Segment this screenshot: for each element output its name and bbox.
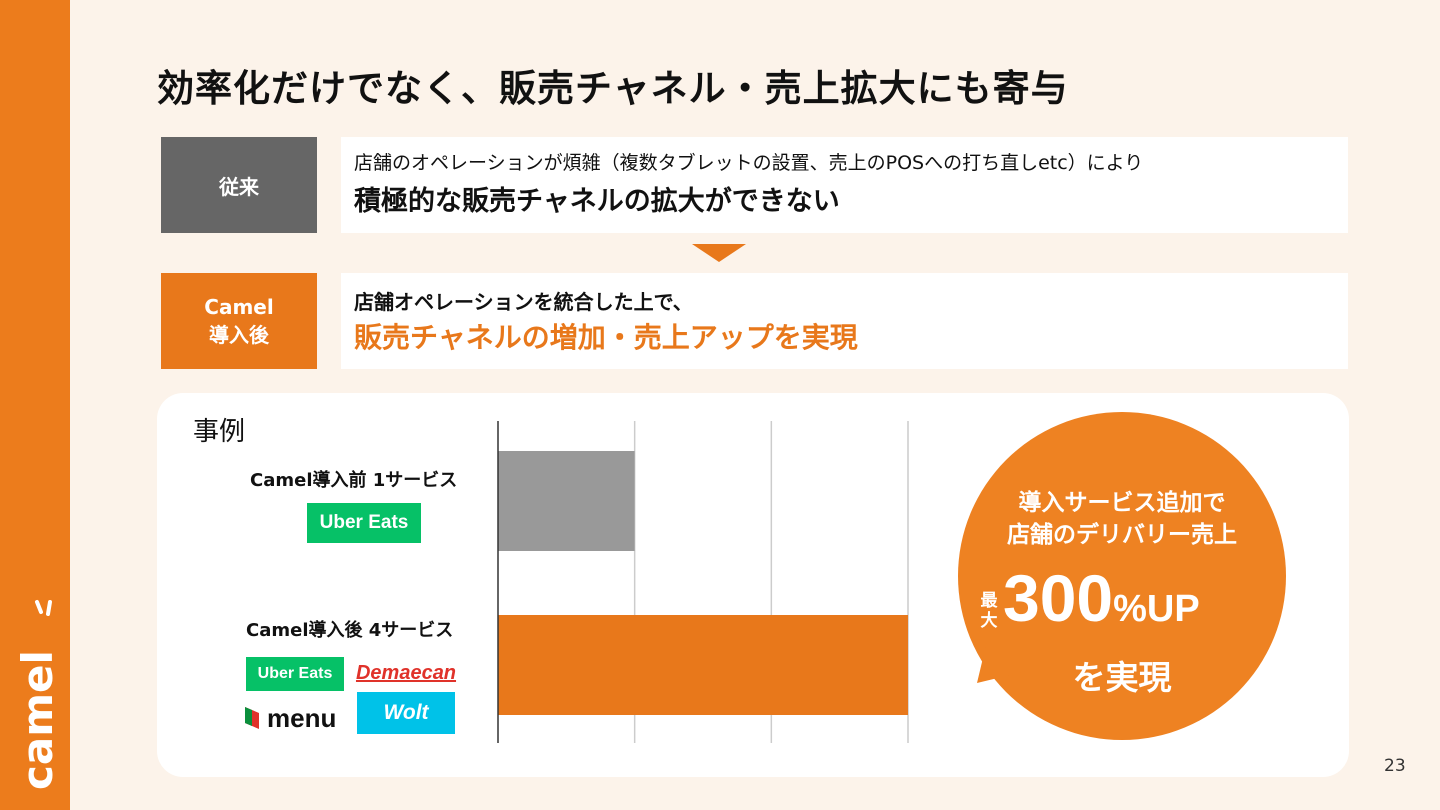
case-card: 事例 Camel導入前 1サービス Uber Eats Camel導入後 4サー… bbox=[157, 393, 1349, 777]
label-after: Camel 導入後 bbox=[161, 273, 317, 369]
demaecan-logo: Demaecan bbox=[355, 659, 457, 687]
callout-text: 導入サービス追加で 店舗のデリバリー売上 最大 300%UP を実現 bbox=[957, 411, 1287, 741]
page-number: 23 bbox=[1384, 756, 1406, 776]
before-headline: 積極的な販売チャネルの拡大ができない bbox=[354, 186, 840, 217]
wolt-text: Wolt bbox=[383, 701, 429, 724]
down-arrow-icon bbox=[692, 244, 746, 262]
callout-line2: 店舗のデリバリー売上 bbox=[1007, 522, 1237, 548]
label-after-line2: 導入後 bbox=[209, 323, 269, 347]
before-text-box: 店舗のオペレーションが煩雑（複数タブレットの設置、売上のPOSへの打ち直しetc… bbox=[341, 137, 1348, 233]
demaecan-text: Demaecan bbox=[355, 661, 457, 684]
menu-flag-icon bbox=[245, 707, 259, 729]
menu-text: menu bbox=[267, 702, 337, 733]
uber-eats-logo: Uber Eats bbox=[307, 503, 421, 543]
callout-bubble bbox=[958, 412, 1286, 740]
uber-eats-text: Uber Eats bbox=[319, 512, 409, 533]
chart-bar-2 bbox=[498, 615, 908, 715]
after-services-label: Camel導入後 4サービス bbox=[246, 620, 454, 641]
chart-bar-1 bbox=[498, 451, 635, 551]
after-description: 店舗オペレーションを統合した上で、 bbox=[354, 290, 693, 314]
callout-prefix: 最大 bbox=[980, 591, 998, 631]
svg-text:camel: camel bbox=[13, 650, 62, 790]
services-bar-chart bbox=[497, 421, 909, 743]
callout-line1: 導入サービス追加で bbox=[1018, 490, 1226, 516]
wolt-logo: Wolt bbox=[357, 692, 455, 734]
callout-percent: 300%UP bbox=[1003, 563, 1200, 644]
sidebar-accent: camel bbox=[0, 0, 70, 810]
page-title: 効率化だけでなく、販売チャネル・売上拡大にも寄与 bbox=[157, 67, 1069, 110]
label-before-text: 従来 bbox=[219, 174, 259, 199]
after-headline: 販売チャネルの増加・売上アップを実現 bbox=[354, 321, 858, 354]
menu-logo: menu bbox=[243, 701, 347, 735]
camel-logo: camel bbox=[13, 600, 62, 790]
callout-number: 300 bbox=[1003, 561, 1114, 635]
uber-eats-logo-after: Uber Eats bbox=[246, 657, 344, 691]
label-before: 従来 bbox=[161, 137, 317, 233]
after-text-box: 店舗オペレーションを統合した上で、 販売チャネルの増加・売上アップを実現 bbox=[341, 273, 1348, 369]
callout-line1-group: 導入サービス追加で 店舗のデリバリー売上 bbox=[957, 487, 1287, 551]
callout-line3: を実現 bbox=[1072, 658, 1172, 697]
callout-suffix: %UP bbox=[1113, 588, 1200, 630]
before-services-label: Camel導入前 1サービス bbox=[250, 470, 458, 491]
label-after-line1: Camel bbox=[204, 295, 274, 319]
uber-eats-text-after: Uber Eats bbox=[257, 665, 333, 682]
before-description: 店舗のオペレーションが煩雑（複数タブレットの設置、売上のPOSへの打ち直しetc… bbox=[354, 152, 1144, 174]
case-title: 事例 bbox=[193, 417, 246, 447]
